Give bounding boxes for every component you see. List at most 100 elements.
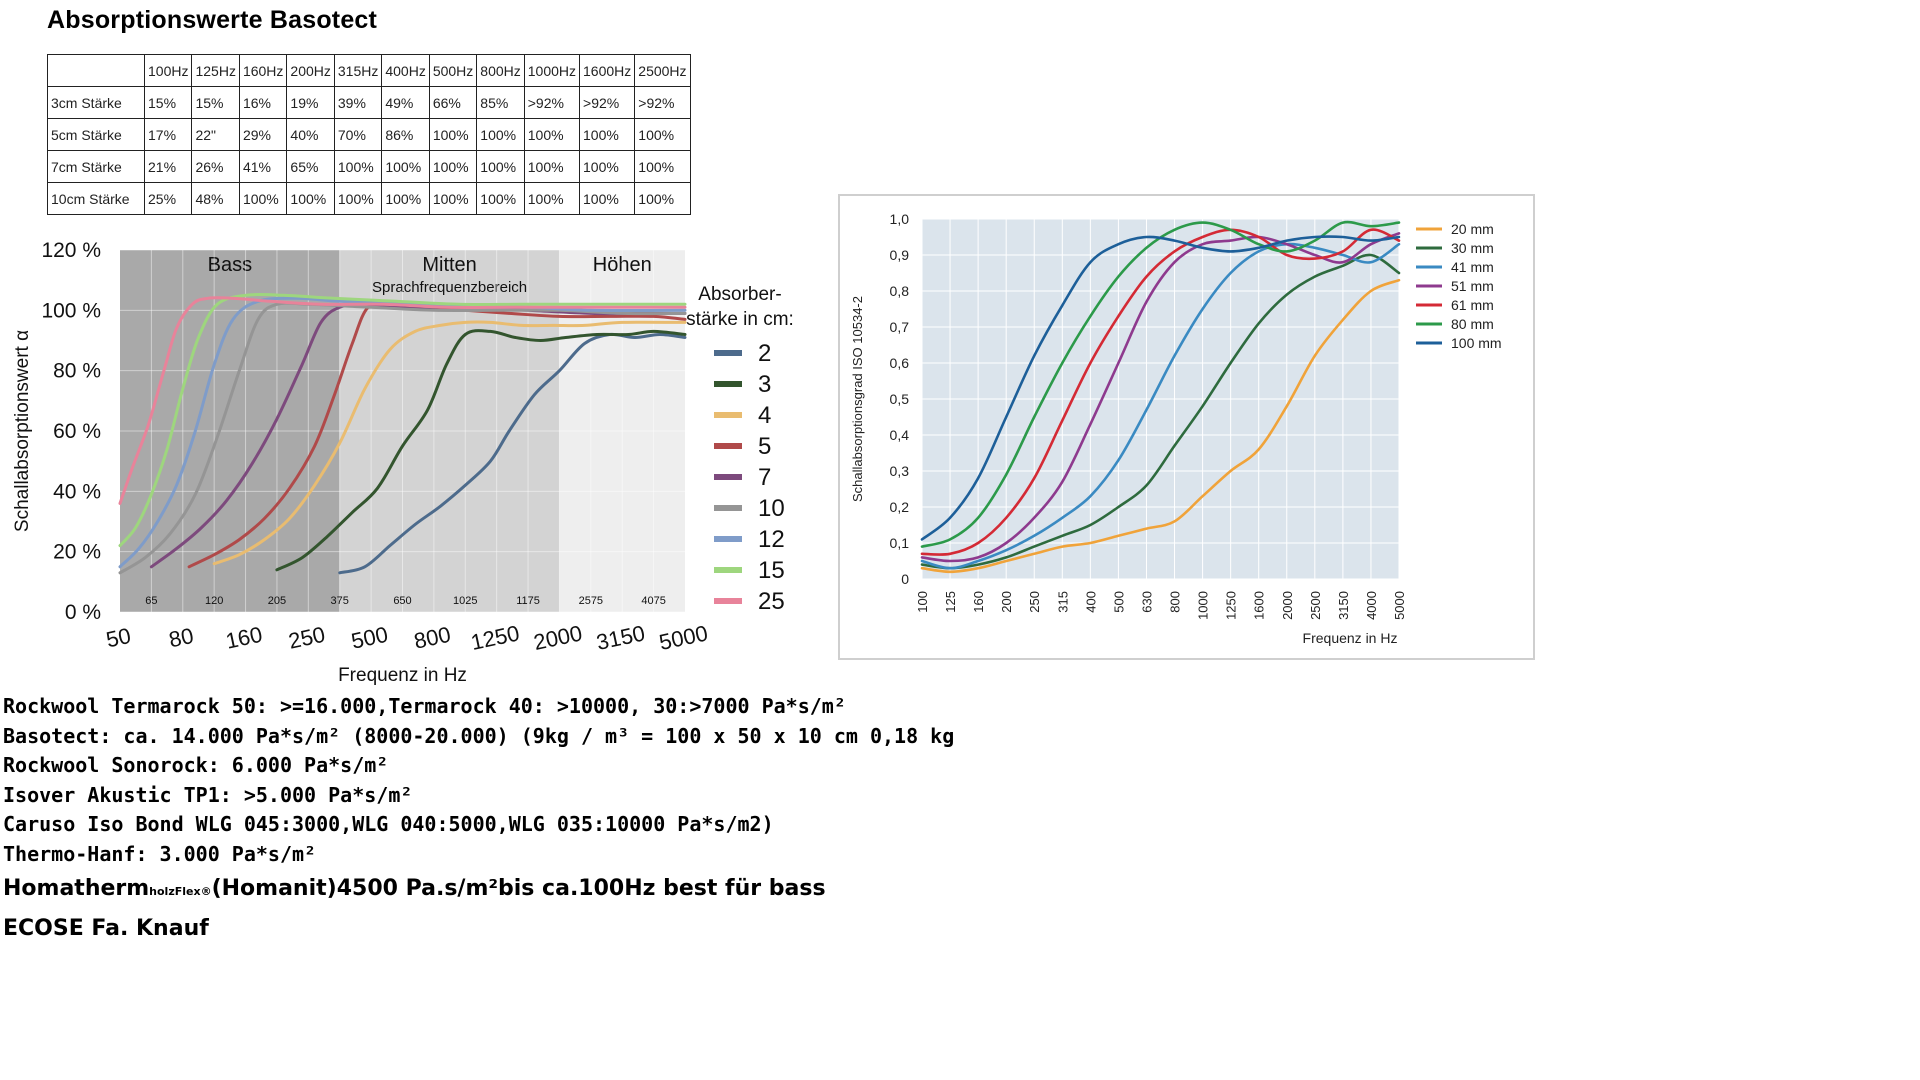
inner-tick-label: 65 xyxy=(145,595,157,607)
table-header-cell: 500Hz xyxy=(428,54,478,87)
legend-label: 5 xyxy=(758,433,771,460)
legend-label: 25 xyxy=(758,588,785,615)
table-cell: 100% xyxy=(579,118,636,151)
table-cell: >92% xyxy=(579,86,636,119)
table-cell: 48% xyxy=(191,182,240,215)
table-header-row: 100Hz 125Hz 160Hz 200Hz 315Hz 400Hz 500Hz 800Hz… xyxy=(47,54,691,87)
table-cell: 86% xyxy=(381,118,430,151)
series-line xyxy=(275,329,687,572)
x-axis-label: Frequenz in Hz xyxy=(1303,630,1398,646)
x-axis-label: Frequenz in Hz xyxy=(338,665,467,686)
y-tick-label: 100 % xyxy=(41,299,101,322)
x-tick-label: 250 xyxy=(286,622,327,654)
y-axis-label: Schallabsorptionsgrad ISO 10534-2 xyxy=(850,296,865,502)
table-cell: 100% xyxy=(476,118,525,151)
table-cell: 100% xyxy=(428,182,478,215)
y-tick-label: 0 xyxy=(901,571,909,587)
y-tick-label: 40 % xyxy=(53,480,101,503)
table-cell: 21% xyxy=(143,150,193,183)
legend-label: 15 xyxy=(758,557,785,584)
series-line xyxy=(118,301,687,575)
table-row: 5cm Stärke 17% 22" 29% 40% 70% 86% 100% 100% 100%… xyxy=(47,118,691,151)
notes-block: Rockwool Termarock 50: >=16.000,Termaroc… xyxy=(3,692,954,949)
band-label: Bass xyxy=(208,254,252,276)
table-row: 10cm Stärke 25% 48% 100% 100% 100% 100% 100% 100… xyxy=(47,182,691,215)
note-line: Caruso Iso Bond WLG 045:3000,WLG 040:500… xyxy=(3,812,774,836)
table-cell: 22" xyxy=(191,118,240,151)
y-tick-label: 1,0 xyxy=(890,211,910,227)
table-cell: 49% xyxy=(381,86,430,119)
x-tick-label: 2000 xyxy=(531,620,584,655)
table-cell: 39% xyxy=(333,86,383,119)
y-tick-label: 0,1 xyxy=(890,535,910,551)
legend-label: 2 xyxy=(758,340,771,367)
table-row-header: 7cm Stärke xyxy=(47,150,145,183)
y-tick-label: 60 % xyxy=(53,420,101,443)
legend-label: 3 xyxy=(758,371,771,398)
legend-label: 61 mm xyxy=(1451,297,1494,313)
y-tick-label: 0,9 xyxy=(890,247,910,263)
legend-label: 20 mm xyxy=(1451,221,1494,237)
table-header-cell xyxy=(47,54,145,87)
band-label: Mitten xyxy=(422,254,476,276)
y-tick-label: 0,7 xyxy=(890,319,910,335)
note-line: Rockwool Termarock 50: >=16.000,Termaroc… xyxy=(3,694,846,718)
x-tick-label: 160 xyxy=(223,622,264,654)
y-tick-label: 0,2 xyxy=(890,499,910,515)
legend-label: 7 xyxy=(758,464,771,491)
basotect-absorption-chart: Bass Mitten Sprachfrequenzbereich Höhen 0 % 2… xyxy=(12,239,794,686)
table-cell: 100% xyxy=(428,118,478,151)
y-axis-label: Schallabsorptionswert α xyxy=(12,330,33,532)
table-header-cell: 400Hz xyxy=(381,54,430,87)
inner-tick-label: 375 xyxy=(331,595,349,607)
note-ecose: ECOSE Fa. Knauf xyxy=(3,916,209,941)
x-tick-label: 125 xyxy=(943,591,958,613)
table-cell: 29% xyxy=(238,118,288,151)
table-cell: 19% xyxy=(286,86,335,119)
x-tick-label: 2500 xyxy=(1308,591,1323,620)
note-line: Isover Akustic TP1: >5.000 Pa*s/m² xyxy=(3,782,413,807)
series-line xyxy=(212,320,687,566)
table-cell: 100% xyxy=(333,182,383,215)
band-region xyxy=(120,250,340,612)
x-tick-label: 5000 xyxy=(1392,591,1407,620)
y-tick-label: 0,5 xyxy=(890,391,910,407)
page-title: Absorptionswerte Basotect xyxy=(47,6,378,34)
table-cell: 100% xyxy=(634,182,691,215)
homatherm-name: Homatherm xyxy=(3,876,150,901)
table-cell: 100% xyxy=(523,118,581,151)
table-header-cell: 1600Hz xyxy=(579,54,636,87)
table-cell: 100% xyxy=(381,150,430,183)
absorption-table: 100Hz 125Hz 160Hz 200Hz 315Hz 400Hz 500Hz 800Hz… xyxy=(47,54,691,215)
table-header-cell: 160Hz xyxy=(238,54,288,87)
x-tick-label: 80 xyxy=(167,623,196,653)
x-tick-label: 2000 xyxy=(1280,591,1295,620)
y-tick-label: 0,3 xyxy=(890,463,910,479)
x-tick-label: 4000 xyxy=(1364,591,1379,620)
table-cell: 100% xyxy=(476,150,525,183)
x-tick-label: 500 xyxy=(1111,591,1126,613)
legend-label: 12 xyxy=(758,526,785,553)
y-tick-label: 0,4 xyxy=(890,427,910,443)
series-line xyxy=(920,235,1401,541)
iso-absorption-chart: 100 125 160 200 250 315 400 500 630 800 1000 1250 16… xyxy=(838,194,1535,660)
table-cell: 100% xyxy=(634,118,691,151)
table-cell: 66% xyxy=(428,86,478,119)
y-tick-label: 0,6 xyxy=(890,355,910,371)
table-cell: 100% xyxy=(523,182,581,215)
x-tick-label: 800 xyxy=(1168,591,1183,613)
x-tick-label: 100 xyxy=(915,591,930,613)
inner-tick-label: 4075 xyxy=(641,595,665,607)
series-line xyxy=(149,302,687,569)
legend-label: 30 mm xyxy=(1451,240,1494,256)
y-tick-label: 80 % xyxy=(53,360,101,383)
series-line xyxy=(920,228,1401,556)
x-tick-label: 3150 xyxy=(1336,591,1351,620)
x-tick-label: 3150 xyxy=(594,620,647,655)
table-row-header: 3cm Stärke xyxy=(47,86,145,119)
x-tick-label: 5000 xyxy=(657,620,710,655)
table-cell: 85% xyxy=(476,86,525,119)
x-tick-label: 1600 xyxy=(1252,591,1267,620)
table-cell: 100% xyxy=(579,182,636,215)
inner-tick-label: 650 xyxy=(393,595,411,607)
